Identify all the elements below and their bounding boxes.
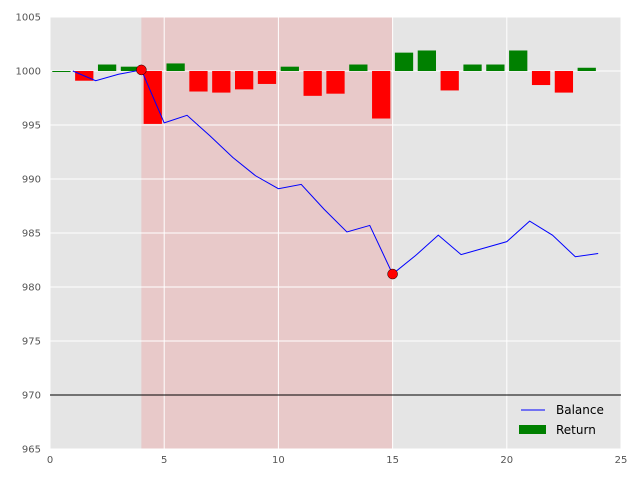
return-bar [577, 67, 596, 71]
return-bar [166, 63, 185, 71]
return-bar [212, 71, 231, 93]
y-tick-label: 1005 [16, 13, 41, 24]
return-bar [531, 71, 551, 86]
return-bar [120, 66, 140, 71]
return-bar [97, 64, 117, 71]
x-tick-label: 10 [272, 455, 285, 466]
return-bar [280, 66, 299, 71]
balance-line [72, 69, 599, 275]
y-tick-labels: 965 970 975 980 985 990 995 1000 1005 [16, 13, 41, 456]
return-bar [189, 71, 208, 92]
legend: Balance Return [519, 403, 604, 437]
return-bar [257, 71, 277, 84]
drawdown-marker [387, 268, 398, 280]
y-tick-label: 995 [22, 121, 41, 132]
return-bars [52, 50, 596, 124]
return-bar [417, 50, 436, 71]
y-tick-label: 985 [22, 229, 41, 240]
drawdown-marker [136, 64, 147, 76]
legend-balance-label: Balance [556, 403, 604, 417]
drawdown-markers [136, 64, 398, 280]
x-tick-labels: 0 5 10 15 20 25 [47, 455, 628, 466]
return-bar [463, 64, 482, 71]
x-tick-label: 25 [615, 455, 628, 466]
return-bar [326, 71, 345, 94]
x-tick-label: 5 [161, 455, 167, 466]
y-tick-label: 990 [22, 175, 41, 186]
return-bar [235, 71, 254, 90]
return-bar [372, 71, 391, 119]
return-bar [52, 71, 71, 72]
return-bar [303, 71, 322, 96]
y-tick-label: 965 [22, 445, 41, 456]
y-tick-label: 980 [22, 283, 41, 294]
return-bar [394, 52, 414, 71]
x-tick-label: 20 [500, 455, 513, 466]
legend-return-swatch [519, 425, 546, 434]
x-tick-label: 15 [386, 455, 399, 466]
return-bar [509, 50, 528, 71]
y-tick-label: 970 [22, 391, 41, 402]
return-bar [440, 71, 459, 91]
return-bar [349, 64, 368, 71]
return-bar [554, 71, 574, 93]
y-tick-label: 975 [22, 337, 41, 348]
y-tick-label: 1000 [16, 67, 41, 78]
legend-return-label: Return [556, 423, 596, 437]
return-bar [486, 64, 505, 71]
x-tick-label: 0 [47, 455, 53, 466]
